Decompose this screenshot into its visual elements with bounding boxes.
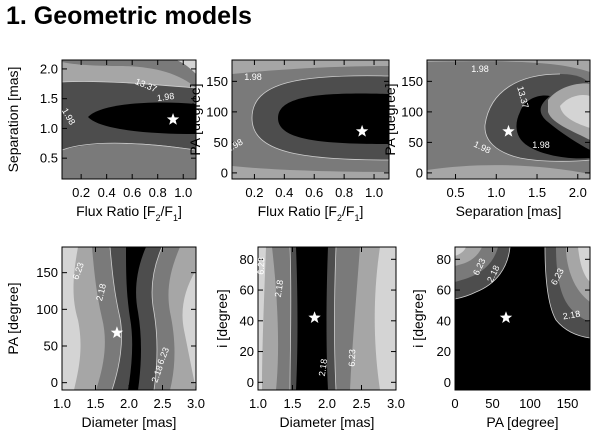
y-tick-label: 0	[221, 165, 228, 180]
x-tick-label: 1.0	[487, 185, 505, 200]
y-tick-label: 100	[401, 104, 423, 119]
y-tick-label: 150	[206, 74, 228, 89]
y-tick-label: 80	[437, 252, 451, 267]
x-tick-label: 50	[485, 396, 499, 411]
x-axis-label: Flux Ratio [F2/F1]	[258, 203, 364, 223]
contour-label: 1.98	[471, 64, 489, 74]
best-fit-star-icon	[308, 311, 321, 323]
contour-field-3	[427, 60, 590, 179]
y-tick-label: 1.5	[40, 91, 58, 106]
best-fit-star-icon	[499, 311, 513, 323]
panel-4: 1.0 1.5 2.0 2.5 3.0 0 50 100 150 Diameter [mas] PA…	[5, 246, 205, 430]
x-axis-label: Flux Ratio [F2/F1]	[76, 203, 182, 223]
contour-label: 6.23	[347, 349, 358, 367]
y-tick-label: 60	[437, 283, 451, 298]
panel-5: 1.0 1.5 2.0 2.5 3.0 0 20 40 60 80 Diameter [mas] i …	[214, 246, 405, 430]
x-tick-label: 0.6	[123, 185, 141, 200]
x-tick-label: 100	[519, 396, 541, 411]
x-axis-label: Separation [mas]	[456, 203, 562, 219]
y-tick-label: 40	[437, 313, 451, 328]
x-tick-label: 1.0	[365, 185, 383, 200]
x-tick-label: 1.5	[283, 396, 301, 411]
y-tick-label: 2.0	[40, 61, 58, 76]
contour-field-6	[455, 247, 590, 390]
contour-label: 2.18	[273, 279, 285, 298]
y-axis-label: PA [degree]	[5, 282, 21, 354]
x-tick-label: 0.8	[335, 185, 353, 200]
y-tick-label: 100	[206, 104, 228, 119]
panel-3: 0.5 1.0 1.5 2.0 0 50 100 150 Separation [mas] PA …	[382, 59, 591, 219]
y-tick-label: 50	[214, 135, 228, 150]
y-axis-label: PA [degree]	[382, 83, 398, 155]
contour-field-2	[232, 60, 389, 179]
x-tick-label: 0.4	[275, 185, 293, 200]
y-tick-label: 20	[240, 344, 254, 359]
y-tick-label: 20	[437, 344, 451, 359]
x-tick-label: 1.0	[53, 396, 71, 411]
panel-1: 0.2 0.4 0.6 0.8 1.0 0.5 1.0 1.5 2.0 Flux Ratio [F…	[5, 59, 197, 223]
y-axis-label: PA [degree]	[187, 83, 203, 155]
x-tick-label: 3.0	[387, 396, 405, 411]
x-tick-label: 2.0	[120, 396, 138, 411]
panel-2: 0.2 0.4 0.6 0.8 1.0 0 50 100 150 Flux Ratio [F2/F…	[187, 59, 390, 223]
x-axis-label: Diameter [mas]	[82, 414, 177, 430]
best-fit-star-icon	[110, 326, 124, 339]
x-tick-label: 0.5	[446, 185, 464, 200]
contour-label: 2.18	[94, 283, 108, 302]
x-tick-label: 1.5	[528, 185, 546, 200]
x-axis-label: Diameter [mas]	[280, 414, 375, 430]
y-axis-label: Separation [mas]	[5, 67, 21, 173]
y-axis-label: i [degree]	[214, 289, 230, 347]
y-tick-label: 40	[240, 313, 254, 328]
y-tick-label: 0.5	[40, 151, 58, 166]
y-tick-label: 50	[409, 135, 423, 150]
figure-title: 1. Geometric models	[6, 2, 252, 30]
x-tick-label: 0	[451, 396, 458, 411]
x-tick-label: 2.0	[318, 396, 336, 411]
x-tick-label: 0.6	[305, 185, 323, 200]
contour-field-4	[62, 247, 196, 390]
contour-label: 6.23	[256, 257, 267, 275]
y-tick-label: 1.0	[40, 121, 58, 136]
x-axis-label: PA [degree]	[486, 414, 558, 430]
y-tick-label: 60	[240, 283, 254, 298]
y-tick-label: 50	[44, 339, 58, 354]
x-tick-label: 0.2	[245, 185, 263, 200]
x-tick-label: 1.0	[249, 396, 267, 411]
x-tick-label: 1.5	[86, 396, 104, 411]
contour-label: 1.98	[244, 72, 262, 82]
x-tick-label: 0.8	[149, 185, 167, 200]
y-tick-label: 150	[401, 74, 423, 89]
best-fit-star-icon	[502, 124, 515, 137]
y-tick-label: 0	[51, 375, 58, 390]
contour-label: 1.98	[156, 91, 175, 103]
x-tick-label: 2.5	[352, 396, 370, 411]
x-tick-label: 0.2	[72, 185, 90, 200]
contour-label: 2.18	[317, 358, 329, 377]
contour-label: 2.18	[562, 309, 581, 322]
best-fit-star-icon	[166, 113, 180, 125]
best-fit-star-icon	[355, 124, 369, 137]
y-tick-label: 0	[247, 375, 254, 390]
x-tick-label: 2.5	[153, 396, 171, 411]
y-tick-label: 80	[240, 252, 254, 267]
y-axis-label: i [degree]	[410, 289, 426, 347]
x-tick-label: 3.0	[187, 396, 205, 411]
x-tick-label: 2.0	[569, 185, 587, 200]
x-tick-label: 0.4	[98, 185, 116, 200]
x-tick-label: 150	[557, 396, 579, 411]
y-tick-label: 0	[416, 165, 423, 180]
y-tick-label: 0	[444, 375, 451, 390]
y-tick-label: 150	[36, 265, 58, 280]
y-tick-label: 100	[36, 302, 58, 317]
x-tick-label: 1.0	[174, 185, 192, 200]
contour-label: 1.98	[532, 140, 550, 150]
